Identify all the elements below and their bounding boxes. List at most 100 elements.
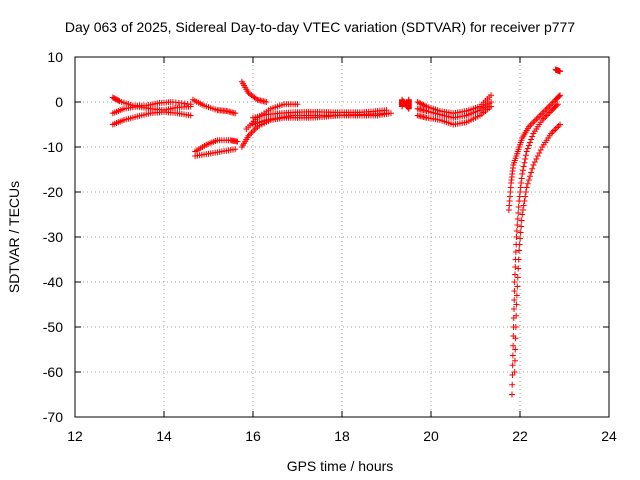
data-point: [553, 102, 560, 109]
data-point: [523, 148, 530, 155]
data-point: [527, 139, 534, 146]
data-point: [488, 103, 495, 110]
data-point: [525, 142, 532, 149]
data-point: [556, 93, 563, 99]
y-tick-label: -40: [43, 274, 63, 290]
data-point: [509, 362, 516, 369]
data-point: [515, 256, 522, 263]
data-point: [512, 249, 519, 255]
data-point: [521, 159, 528, 166]
data-point: [515, 204, 522, 210]
data-point: [516, 247, 523, 254]
series-arc-4: [399, 96, 412, 112]
data-point: [263, 99, 270, 105]
series-arc-2c: [192, 146, 239, 159]
data-point: [529, 165, 536, 172]
data-point: [533, 156, 540, 162]
data-point: [516, 198, 523, 204]
series-arc-3e: [243, 101, 301, 132]
data-point: [537, 147, 544, 153]
data-point: [554, 101, 561, 108]
data-point: [534, 153, 541, 159]
data-point: [520, 163, 527, 170]
y-tick-label: 10: [47, 49, 63, 65]
y-tick-label: -70: [43, 409, 63, 425]
data-point: [514, 283, 521, 290]
data-point: [557, 121, 564, 128]
series-points: [109, 66, 564, 398]
data-point: [516, 193, 523, 200]
data-point: [488, 92, 495, 99]
data-point: [517, 235, 524, 242]
data-point: [515, 210, 522, 216]
data-point: [519, 167, 526, 174]
y-tick-label: -20: [43, 184, 63, 200]
data-point: [518, 175, 525, 182]
data-point: [514, 216, 521, 222]
x-tick-label: 22: [512, 428, 528, 444]
series-arc-6d: [552, 66, 564, 75]
data-point: [512, 346, 519, 353]
data-point: [518, 217, 525, 224]
y-tick-label: -10: [43, 139, 63, 155]
data-point: [383, 110, 390, 117]
data-point: [512, 324, 519, 330]
y-tick-label: -30: [43, 229, 63, 245]
data-point: [517, 229, 524, 236]
x-axis-label: GPS time / hours: [287, 458, 394, 474]
y-tick-label: -60: [43, 364, 63, 380]
series-arc-1b: [109, 103, 194, 117]
data-point: [524, 180, 531, 187]
data-point: [294, 101, 301, 108]
data-point: [517, 184, 524, 191]
data-point: [509, 381, 516, 388]
data-point: [525, 177, 532, 183]
data-point: [518, 223, 525, 230]
data-point: [511, 369, 518, 375]
y-axis-label: SDTVAR / TECUs: [6, 181, 22, 293]
data-point: [513, 312, 520, 319]
data-point: [514, 274, 521, 281]
x-tick-label: 20: [423, 428, 439, 444]
data-point: [519, 171, 526, 177]
data-point: [511, 297, 518, 303]
data-point: [527, 173, 534, 180]
data-point: [519, 211, 526, 218]
series-arc-5b: [414, 99, 495, 121]
x-tick-label: 16: [245, 428, 261, 444]
data-point: [511, 279, 518, 285]
data-point: [517, 189, 524, 195]
data-point: [232, 146, 239, 153]
data-point: [522, 189, 529, 195]
data-point: [557, 68, 564, 75]
data-point: [510, 342, 517, 349]
series-arc-3d: [250, 110, 390, 128]
data-point: [518, 180, 525, 186]
plot-frame: [74, 56, 610, 418]
data-point: [524, 145, 531, 152]
data-point: [511, 271, 518, 278]
series-arc-2a: [189, 96, 239, 117]
x-tick-label: 24: [601, 428, 617, 444]
series-arc-5c: [414, 103, 495, 128]
data-point: [522, 156, 529, 162]
data-point: [528, 136, 535, 143]
data-point: [511, 357, 518, 364]
data-point: [514, 222, 521, 228]
data-point: [522, 193, 529, 200]
data-point: [234, 138, 241, 145]
data-point: [232, 110, 239, 117]
data-point: [520, 202, 527, 209]
series-arc-2b: [192, 137, 241, 155]
data-point: [515, 265, 522, 272]
tick-labels: 12 14 16 18 20 22 24 10 0 -10 -20 -30 -40 -50 -60 -70: [43, 49, 617, 444]
y-tick-label: -50: [43, 319, 63, 335]
data-point: [522, 152, 529, 159]
data-point: [508, 391, 515, 398]
data-point: [513, 301, 520, 308]
data-point: [529, 133, 536, 140]
y-tick-label: 0: [55, 94, 63, 110]
data-point: [513, 228, 520, 234]
